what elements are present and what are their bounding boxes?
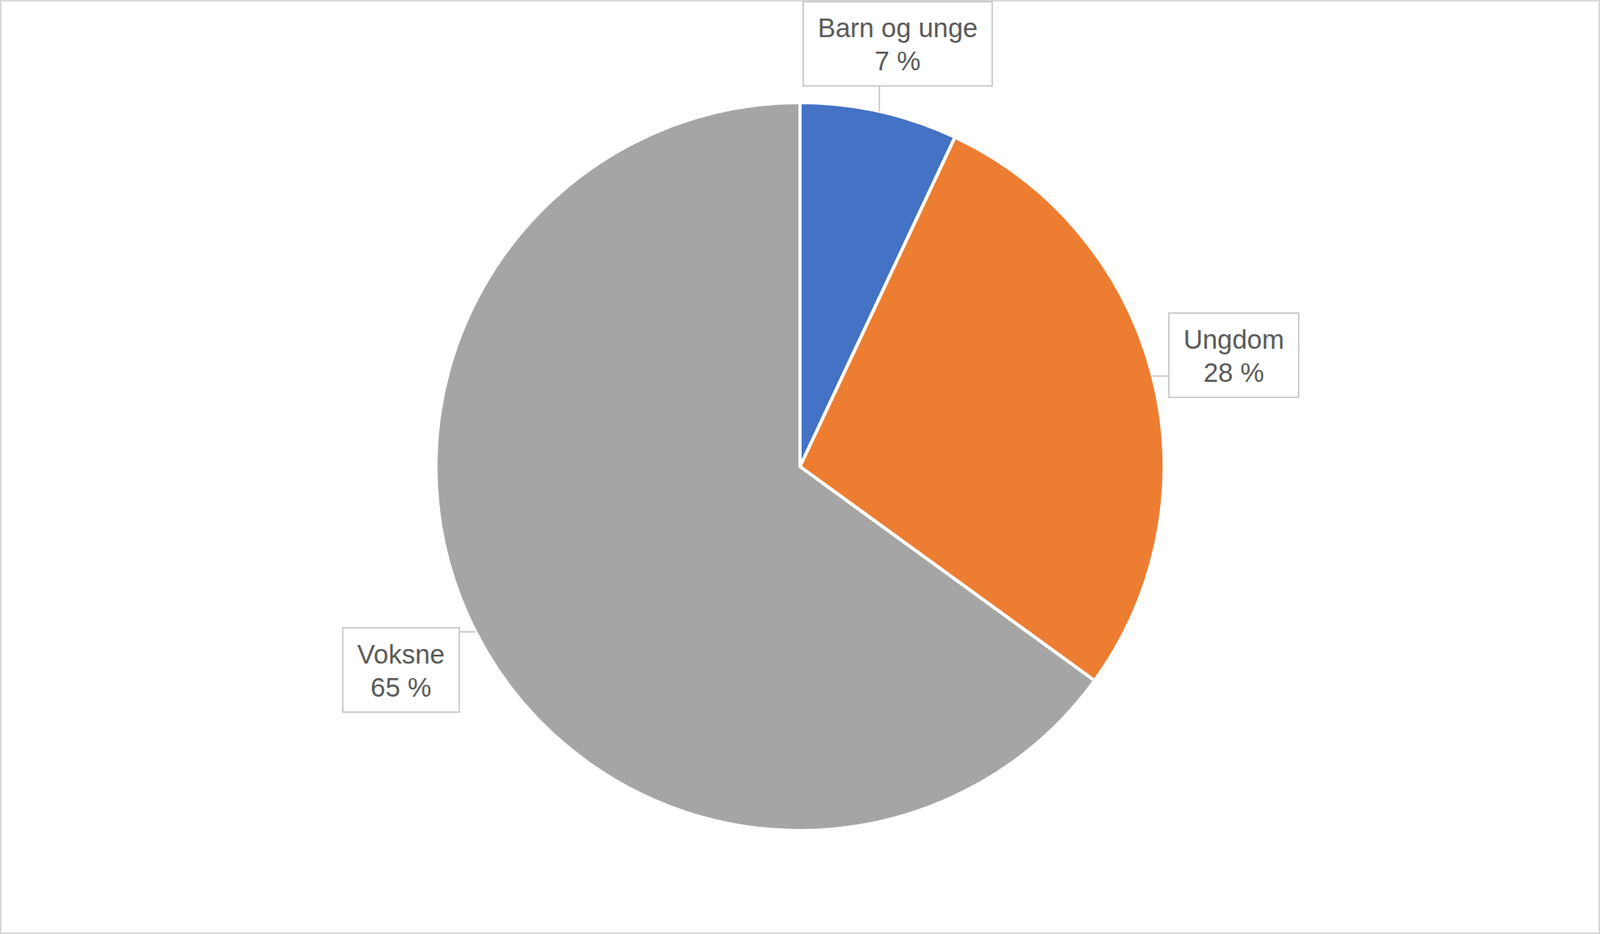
label-value: 65 % [370,672,432,703]
label-box [803,1,993,87]
data-label: Ungdom28 % [1152,313,1299,398]
data-label: Barn og unge7 % [803,1,993,112]
pie [435,102,1165,831]
data-label: Voksne65 % [343,628,477,713]
label-box [1168,313,1299,398]
label-category: Barn og unge [817,12,978,43]
label-value: 28 % [1203,357,1265,388]
data-labels: Barn og unge7 % Ungdom28 % Voksne65 % [343,1,1299,713]
chart: Barn og unge7 % Ungdom28 % Voksne65 % [0,0,1600,934]
label-category: Voksne [357,639,445,670]
label-value: 7 % [875,46,922,76]
label-leader [459,631,476,633]
label-box [343,628,460,713]
label-leader [879,86,881,112]
label-leader [1152,375,1169,377]
pie-slice [435,102,1095,831]
chart-frame [0,0,1600,934]
label-category: Ungdom [1183,324,1285,355]
